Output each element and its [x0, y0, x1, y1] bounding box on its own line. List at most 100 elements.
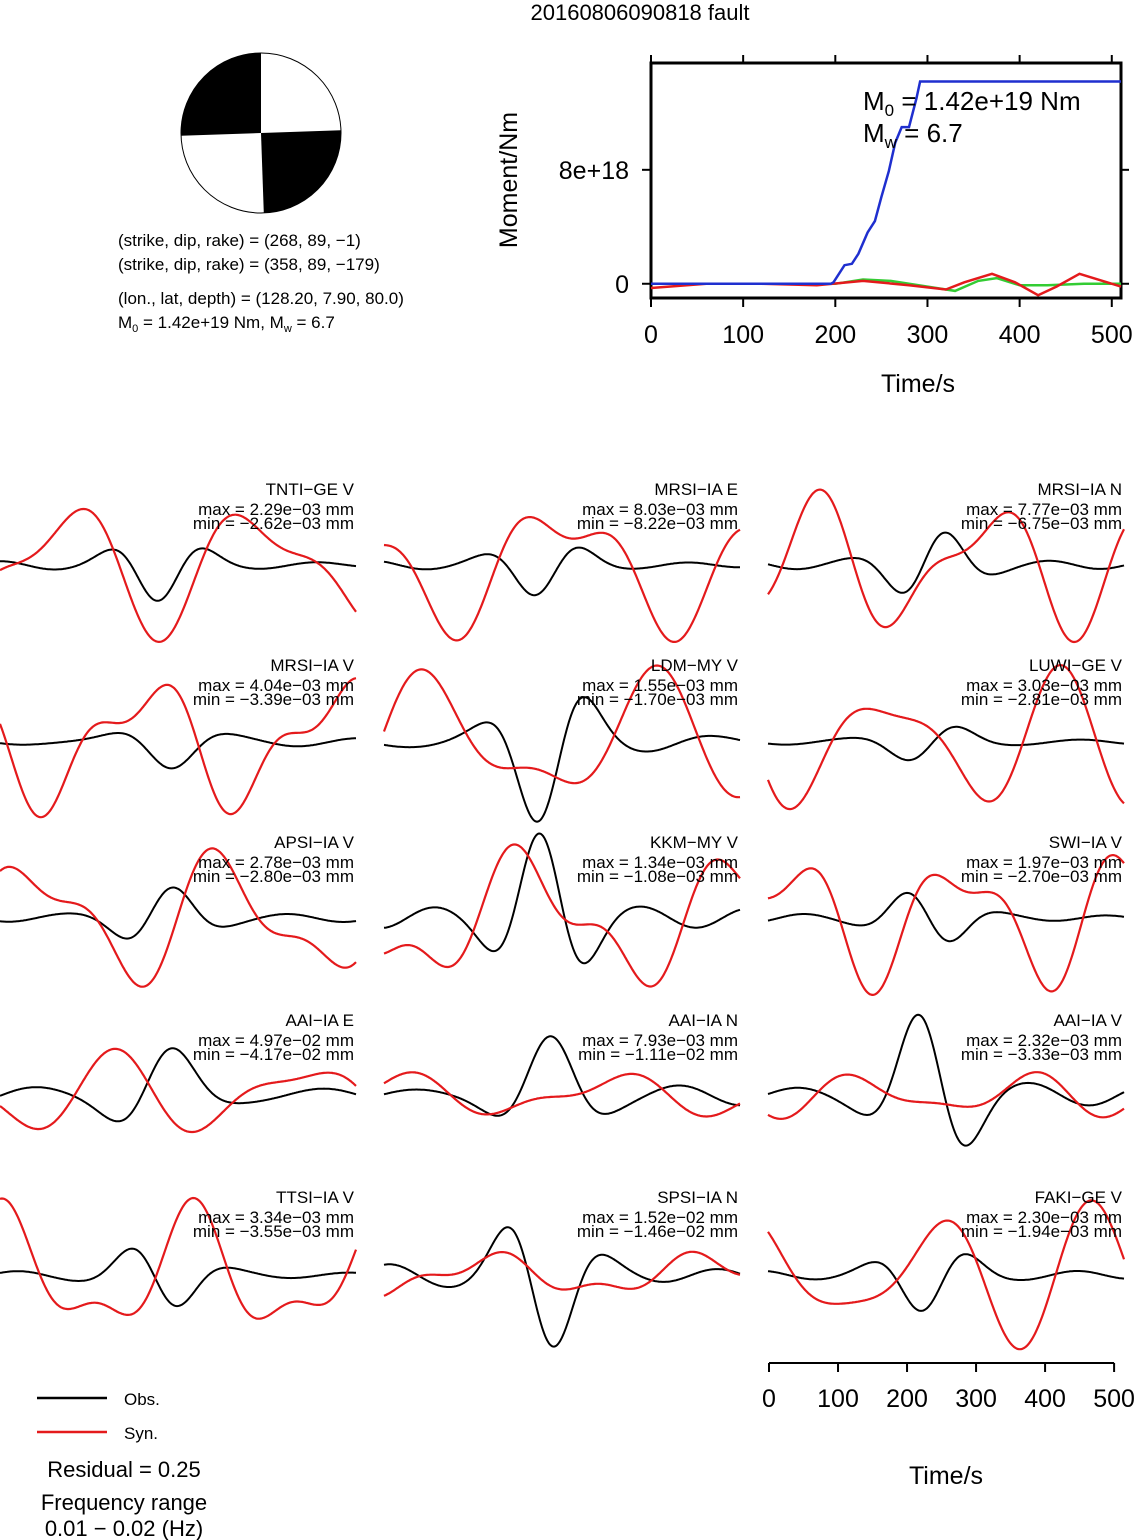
frequency-range-value: 0.01 − 0.02 (Hz): [45, 1516, 203, 1540]
synthetic-waveform: [383, 1250, 741, 1297]
bottom-xtick-label: 100: [817, 1385, 859, 1413]
station-max: max = 2.29e−03 mm: [198, 500, 354, 519]
bottom-xtick-label: 500: [1093, 1385, 1135, 1413]
figure-title: 20160806090818 fault: [531, 0, 750, 25]
station-max: max = 3.03e−03 mm: [966, 676, 1122, 695]
synthetic-waveform: [383, 1071, 741, 1118]
bottom-time-axis: Time/s 0 100 200 300 400 500: [762, 1362, 1135, 1490]
station-min: min = −2.81e−03 mm: [961, 690, 1122, 709]
mechanism-info: (strike, dip, rake) = (268, 89, −1) (str…: [118, 231, 404, 335]
moment-ytick-label: 0: [615, 271, 629, 299]
synthetic-waveform: [767, 1071, 1125, 1121]
beachball: [180, 52, 342, 214]
station-max: max = 7.77e−03 mm: [966, 500, 1122, 519]
station-min: min = −2.80e−03 mm: [193, 867, 354, 886]
nodal-plane-2: (strike, dip, rake) = (358, 89, −179): [118, 255, 380, 274]
synthetic-waveform: [382, 664, 741, 799]
moment-xtick-label: 100: [722, 321, 764, 349]
bottom-xtick-label: 200: [886, 1385, 928, 1413]
station-min: min = −1.94e−03 mm: [961, 1222, 1122, 1241]
station-max: max = 1.52e−02 mm: [582, 1208, 738, 1227]
station-name: TNTI−GE V: [266, 480, 355, 499]
moment-magnitude-line: M0 = 1.42e+19 Nm, Mw = 6.7: [118, 313, 335, 335]
station-name: AAI−IA N: [669, 1011, 738, 1030]
observed-waveform: [0, 1047, 357, 1123]
station-min: min = −4.17e−02 mm: [193, 1045, 354, 1064]
station-min: min = −1.70e−03 mm: [577, 690, 738, 709]
station-max: max = 2.30e−03 mm: [966, 1208, 1122, 1227]
station-name: TTSI−IA V: [276, 1188, 355, 1207]
station-max: max = 8.03e−03 mm: [582, 500, 738, 519]
moment-xtick-label: 400: [999, 321, 1041, 349]
station-name: SWI−IA V: [1049, 833, 1123, 852]
moment-ytick-label: 8e+18: [559, 157, 629, 185]
observed-waveform: [383, 546, 740, 597]
station-min: min = −3.33e−03 mm: [961, 1045, 1122, 1064]
station-name: LUWI−GE V: [1029, 656, 1123, 675]
observed-waveform: [767, 725, 1125, 762]
synthetic-waveform: [0, 677, 357, 819]
station-min: min = −6.75e−03 mm: [961, 514, 1122, 533]
station-name: MRSI−IA N: [1037, 480, 1122, 499]
moment-xlabel: Time/s: [881, 370, 955, 398]
station-name: LDM−MY V: [651, 656, 739, 675]
station-min: min = −1.46e−02 mm: [577, 1222, 738, 1241]
legend-syn-label: Syn.: [124, 1424, 158, 1443]
bottom-xtick-label: 0: [762, 1385, 776, 1413]
station-name: KKM−MY V: [650, 833, 739, 852]
residual-text: Residual = 0.25: [47, 1457, 201, 1482]
station-name: SPSI−IA N: [657, 1188, 738, 1207]
moment-xtick-label: 500: [1091, 321, 1133, 349]
station-max: max = 1.55e−03 mm: [582, 676, 738, 695]
bottom-xtick-label: 300: [955, 1385, 997, 1413]
moment-ylabel: Moment/Nm: [495, 112, 523, 248]
station-max: max = 2.32e−03 mm: [966, 1031, 1122, 1050]
frequency-range-title: Frequency range: [41, 1490, 207, 1515]
synthetic-waveform: [767, 853, 1125, 997]
station-max: max = 7.93e−03 mm: [582, 1031, 738, 1050]
synthetic-waveform: [0, 1196, 358, 1320]
legend-obs-label: Obs.: [124, 1390, 160, 1409]
station-name: AAI−IA E: [285, 1011, 354, 1030]
station-min: min = −1.08e−03 mm: [577, 867, 738, 886]
synthetic-waveform: [766, 663, 1125, 811]
observed-waveform: [383, 1226, 741, 1348]
station-max: max = 1.34e−03 mm: [582, 853, 738, 872]
synthetic-waveform: [767, 1199, 1126, 1351]
station-min: min = −2.70e−03 mm: [961, 867, 1122, 886]
synthetic-waveform: [767, 488, 1125, 644]
observed-waveform: [383, 696, 741, 823]
observed-waveform: [0, 547, 357, 602]
observed-waveform: [767, 531, 1125, 594]
moment-series-blue: [651, 80, 1121, 286]
moment-xtick-label: 300: [907, 321, 949, 349]
observed-waveform: [767, 1253, 1125, 1312]
moment-xtick-label: 0: [644, 321, 658, 349]
station-max: max = 4.97e−02 mm: [198, 1031, 354, 1050]
bottom-xtick-label: 400: [1024, 1385, 1066, 1413]
beachball-compressional-quadrant-2: [261, 130, 342, 213]
station-name: AAI−IA V: [1053, 1011, 1122, 1030]
observed-waveform: [767, 1013, 1125, 1147]
synthetic-waveform: [0, 847, 357, 988]
synthetic-waveform: [0, 1047, 357, 1134]
station-max: max = 4.04e−03 mm: [198, 676, 354, 695]
station-min: min = −8.22e−03 mm: [577, 514, 738, 533]
station-max: max = 1.97e−03 mm: [966, 853, 1122, 872]
observed-waveform: [767, 891, 1125, 943]
station-min: min = −1.11e−02 mm: [578, 1045, 738, 1064]
nodal-plane-1: (strike, dip, rake) = (268, 89, −1): [118, 231, 361, 250]
